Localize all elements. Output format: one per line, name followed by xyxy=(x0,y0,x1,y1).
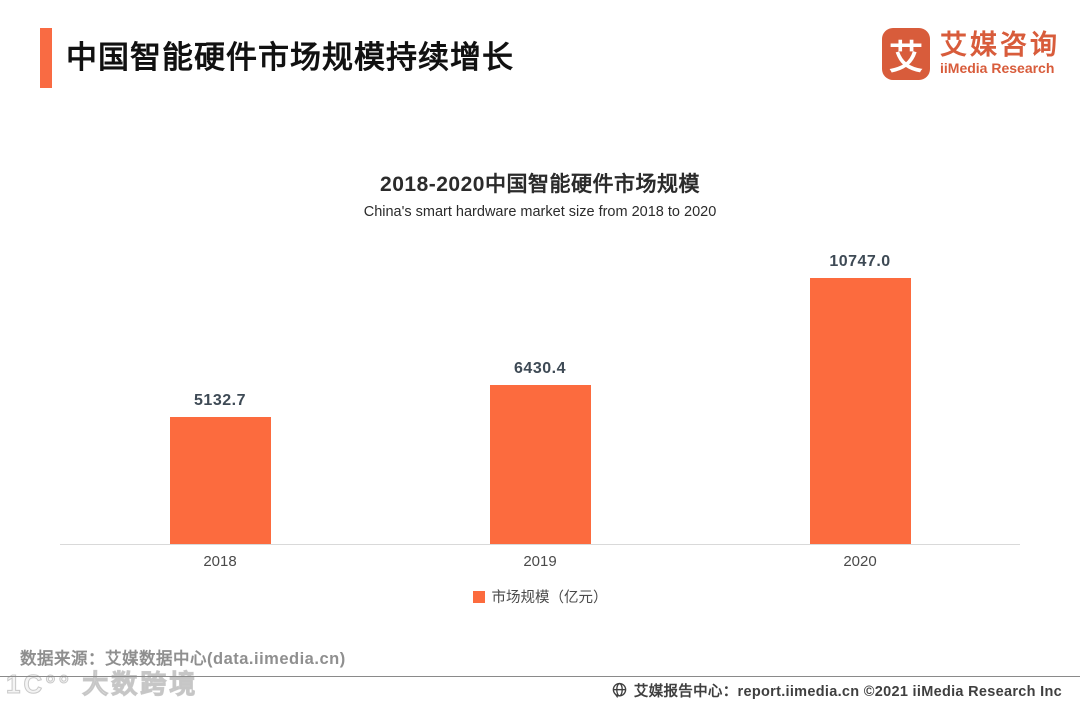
title-accent-bar xyxy=(40,28,52,88)
bar-2018 xyxy=(169,417,271,544)
watermark: 1C°° 大数跨境 xyxy=(5,669,199,700)
logo-name-cn: 艾媒咨询 xyxy=(940,29,1060,60)
logo-name-en: iiMedia Research xyxy=(940,60,1055,77)
bar-value-label: 5132.7 xyxy=(194,392,246,409)
legend-swatch xyxy=(472,590,485,603)
bar-chart-plot-area: 5132.7 6430.4 10747.0 xyxy=(60,245,1020,545)
x-axis-labels: 2018 2019 2020 xyxy=(60,553,1020,570)
bar-group-2019: 6430.4 xyxy=(380,245,700,544)
chart-subtitle: China's smart hardware market size from … xyxy=(363,204,717,220)
data-source-note: 数据来源：艾媒数据中心(data.iimedia.cn) xyxy=(20,650,346,668)
bar-group-2020: 10747.0 xyxy=(700,245,1020,544)
legend-label: 市场规模（亿元） xyxy=(491,590,608,606)
page-header: 中国智能硬件市场规模持续增长 艾 艾媒咨询 iiMedia Research xyxy=(40,28,1060,88)
footer-divider xyxy=(0,676,1080,677)
bar-value-label: 6430.4 xyxy=(514,360,566,377)
page-title: 中国智能硬件市场规模持续增长 xyxy=(66,40,514,75)
globe-icon xyxy=(611,682,628,699)
x-axis-label-2020: 2020 xyxy=(843,553,877,570)
bar-2020 xyxy=(809,278,911,544)
footer-report-center: 艾媒报告中心：report.iimedia.cn ©2021 iiMedia R… xyxy=(611,680,1062,701)
chart-legend: 市场规模（亿元） xyxy=(0,586,1080,607)
bar-group-2018: 5132.7 xyxy=(60,245,380,544)
chart-title: 2018-2020中国智能硬件市场规模 xyxy=(380,173,700,196)
x-axis-label-2018: 2018 xyxy=(203,553,237,570)
iimedia-logo: 艾 艾媒咨询 iiMedia Research xyxy=(882,28,1060,80)
footer-report-center-text: 艾媒报告中心：report.iimedia.cn ©2021 iiMedia R… xyxy=(633,684,1062,700)
iimedia-logo-icon: 艾 xyxy=(882,28,930,80)
bar-2019 xyxy=(489,385,591,544)
x-axis-label-2019: 2019 xyxy=(523,553,557,570)
bar-value-label: 10747.0 xyxy=(829,253,891,270)
